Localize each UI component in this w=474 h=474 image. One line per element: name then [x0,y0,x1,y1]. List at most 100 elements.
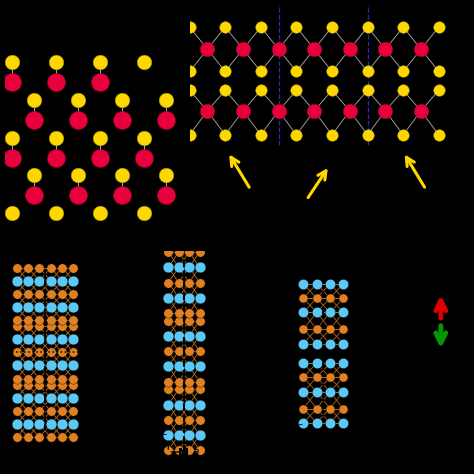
Point [326,388,334,396]
Point [52,134,60,142]
Point [58,303,66,310]
Point [47,381,55,389]
Point [36,420,43,428]
Point [8,78,16,86]
Point [36,349,43,356]
Point [118,116,126,124]
Point [36,381,43,389]
Point [164,378,172,385]
Point [74,96,82,104]
Point [164,309,172,317]
Point [185,386,193,393]
Point [47,323,55,330]
Point [185,264,193,271]
Point [185,309,193,317]
Point [13,264,20,272]
Point [24,381,32,389]
Point [52,58,60,66]
Point [47,290,55,298]
Point [175,363,182,370]
Point [326,419,334,427]
Point [118,96,126,104]
Point [239,107,247,115]
Point [313,388,320,396]
Point [140,210,147,217]
Point [221,131,229,138]
Point [175,294,182,301]
Point [118,172,126,179]
Point [346,46,354,53]
Point [36,290,43,298]
Point [185,248,193,256]
Point [300,309,307,316]
Point [435,87,443,94]
Point [164,279,172,286]
Point [339,359,347,367]
Text: (c): (c) [204,456,223,470]
Point [185,378,193,385]
Point [257,87,264,94]
Point [221,68,229,75]
Point [326,309,334,316]
Point [24,375,32,383]
Point [300,280,307,288]
Point [196,309,203,317]
Point [47,394,55,402]
Point [58,264,66,272]
Text: G: G [319,428,328,438]
Point [185,401,193,409]
Point [339,326,347,333]
Point [58,394,66,402]
Point [58,349,66,356]
Point [300,326,307,333]
Point [326,359,334,367]
Point [36,277,43,284]
Point [185,347,193,355]
Point [417,107,425,115]
Point [164,363,172,370]
Point [196,248,203,256]
Point [196,378,203,385]
Point [70,316,77,324]
Text: axis: axis [428,265,454,278]
Point [13,349,20,356]
Point [47,303,55,310]
Point [70,407,77,415]
Point [140,134,147,142]
Point [70,362,77,369]
Point [70,303,77,310]
Point [164,416,172,424]
Point [196,332,203,340]
Point [70,349,77,356]
Point [185,317,193,325]
Point [36,394,43,402]
Point [164,317,172,325]
Point [435,131,443,138]
Point [140,58,147,66]
Point [13,381,20,389]
Point [24,316,32,324]
Point [339,374,347,381]
Point [13,303,20,310]
Point [400,68,407,75]
Point [36,264,43,272]
Point [164,347,172,355]
Point [196,386,203,393]
Point [435,68,443,75]
Point [292,68,300,75]
Point [175,401,182,409]
Point [185,447,193,454]
Point [292,87,300,94]
Text: $a$: $a$ [192,447,200,457]
Point [175,386,182,393]
Point [74,172,82,179]
Text: z: z [189,190,193,199]
Point [58,420,66,428]
Point [13,316,20,324]
Point [13,394,20,402]
Point [313,340,320,347]
Point [175,309,182,317]
Point [58,375,66,383]
Point [186,23,193,31]
Point [70,264,77,272]
